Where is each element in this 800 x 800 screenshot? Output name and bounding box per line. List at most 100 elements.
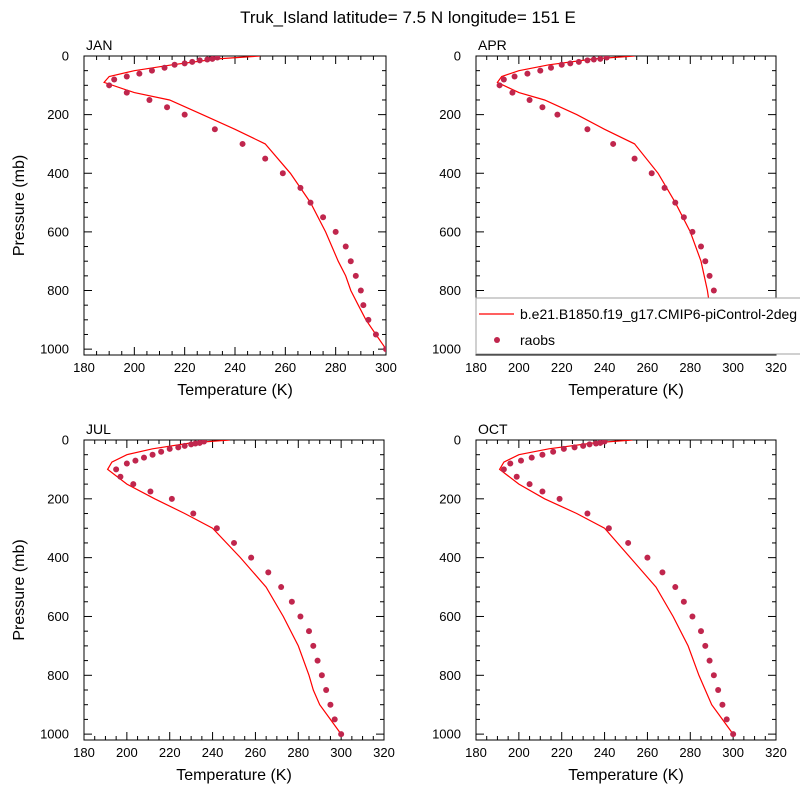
raobs-point	[575, 58, 582, 65]
raobs-point	[204, 56, 211, 63]
raobs-point	[556, 495, 563, 502]
raobs-point	[580, 442, 587, 449]
y-tick-label: 200	[47, 491, 69, 506]
y-tick-label: 400	[439, 166, 461, 181]
y-tick-label: 800	[439, 668, 461, 683]
y-tick-label: 0	[454, 49, 461, 64]
raobs-point	[513, 473, 520, 480]
raobs-point	[567, 60, 574, 67]
y-tick-label: 1000	[40, 727, 69, 742]
x-tick-label: 220	[551, 745, 573, 760]
raobs-point	[590, 56, 597, 63]
y-tick-label: 600	[439, 224, 461, 239]
x-tick-label: 260	[274, 360, 296, 375]
raobs-point	[586, 441, 593, 448]
raobs-point	[136, 70, 143, 77]
raobs-point	[715, 687, 722, 693]
y-tick-label: 400	[439, 550, 461, 565]
raobs-point	[548, 64, 554, 71]
raobs-point	[702, 258, 709, 265]
raobs-point	[584, 510, 591, 517]
x-tick-label: 180	[73, 360, 95, 375]
raobs-point	[161, 64, 168, 71]
y-tick-label: 1000	[40, 342, 69, 357]
raobs-point	[702, 642, 709, 649]
y-tick-label: 0	[62, 433, 69, 448]
y-tick-label: 1000	[432, 727, 461, 742]
raobs-point	[526, 481, 533, 488]
raobs-point	[719, 701, 726, 708]
raobs-point	[314, 657, 321, 664]
y-tick-label: 600	[47, 224, 69, 239]
x-tick-label: 220	[551, 360, 573, 375]
x-axis-label: Temperature (K)	[568, 767, 684, 784]
raobs-point	[706, 272, 713, 279]
x-tick-label: 240	[594, 360, 616, 375]
x-tick-label: 200	[123, 360, 145, 375]
raobs-point	[584, 57, 591, 64]
x-tick-label: 320	[373, 745, 395, 760]
model-series-line	[498, 440, 734, 735]
raobs-point	[148, 67, 155, 74]
raobs-point	[262, 155, 269, 162]
chart-panel-jul: 180 200 220 240 260 280 300 320 0 200 400 600 800 100…	[11, 421, 395, 784]
raobs-point	[509, 89, 516, 96]
raobs-point	[288, 598, 295, 605]
raobs-point	[698, 628, 704, 635]
raobs-point	[332, 228, 339, 235]
raobs-point	[265, 569, 272, 576]
raobs-point	[166, 445, 173, 452]
x-tick-label: 180	[465, 360, 487, 375]
raobs-point	[680, 214, 687, 221]
x-tick-label: 200	[116, 745, 138, 760]
raobs-point	[149, 451, 156, 458]
raobs-point	[111, 76, 118, 83]
raobs-point	[357, 287, 364, 294]
raobs-point	[113, 466, 120, 473]
x-tick-label: 280	[679, 360, 701, 375]
y-tick-label: 800	[439, 283, 461, 298]
figure-title: Truk_Island latitude= 7.5 N longitude= 1…	[240, 8, 576, 27]
panel-label: JUL	[86, 421, 111, 437]
raobs-point	[214, 56, 221, 61]
y-tick-label: 200	[439, 491, 461, 506]
raobs-point	[526, 96, 533, 103]
raobs-point	[597, 56, 604, 62]
raobs-point	[500, 466, 507, 473]
x-tick-label: 240	[224, 360, 246, 375]
raobs-point	[201, 440, 207, 445]
raobs-point	[625, 539, 632, 546]
raobs-point	[524, 70, 531, 77]
raobs-point	[171, 61, 178, 68]
raobs-point	[168, 495, 175, 502]
x-tick-label: 320	[765, 745, 787, 760]
raobs-point	[130, 481, 137, 488]
raobs-point	[323, 687, 330, 693]
raobs-point	[331, 716, 338, 723]
raobs-point	[338, 731, 345, 738]
raobs-point	[507, 460, 514, 467]
raobs-point	[558, 61, 565, 68]
raobs-point	[123, 89, 130, 96]
raobs-point	[278, 584, 285, 591]
x-tick-label: 240	[594, 745, 616, 760]
raobs-point	[146, 96, 153, 103]
x-tick-label: 260	[637, 745, 659, 760]
raobs-point	[571, 444, 578, 451]
raobs-point	[706, 657, 713, 664]
raobs-point	[539, 488, 546, 495]
raobs-point	[610, 140, 617, 147]
raobs-point	[648, 170, 655, 177]
x-tick-label: 180	[73, 745, 95, 760]
raobs-point	[211, 126, 218, 133]
y-tick-label: 400	[47, 550, 69, 565]
raobs-point	[601, 440, 608, 445]
chart-panel-jan: 180 200 220 240 260 280 300 0 200 400 600 800 1000 JA…	[11, 37, 397, 399]
raobs-point	[518, 457, 524, 464]
model-series-line	[106, 440, 342, 735]
y-axis-label: Pressure (mb)	[11, 539, 28, 640]
x-tick-label: 220	[159, 745, 181, 760]
y-tick-label: 200	[439, 107, 461, 122]
y-tick-label: 800	[47, 283, 69, 298]
